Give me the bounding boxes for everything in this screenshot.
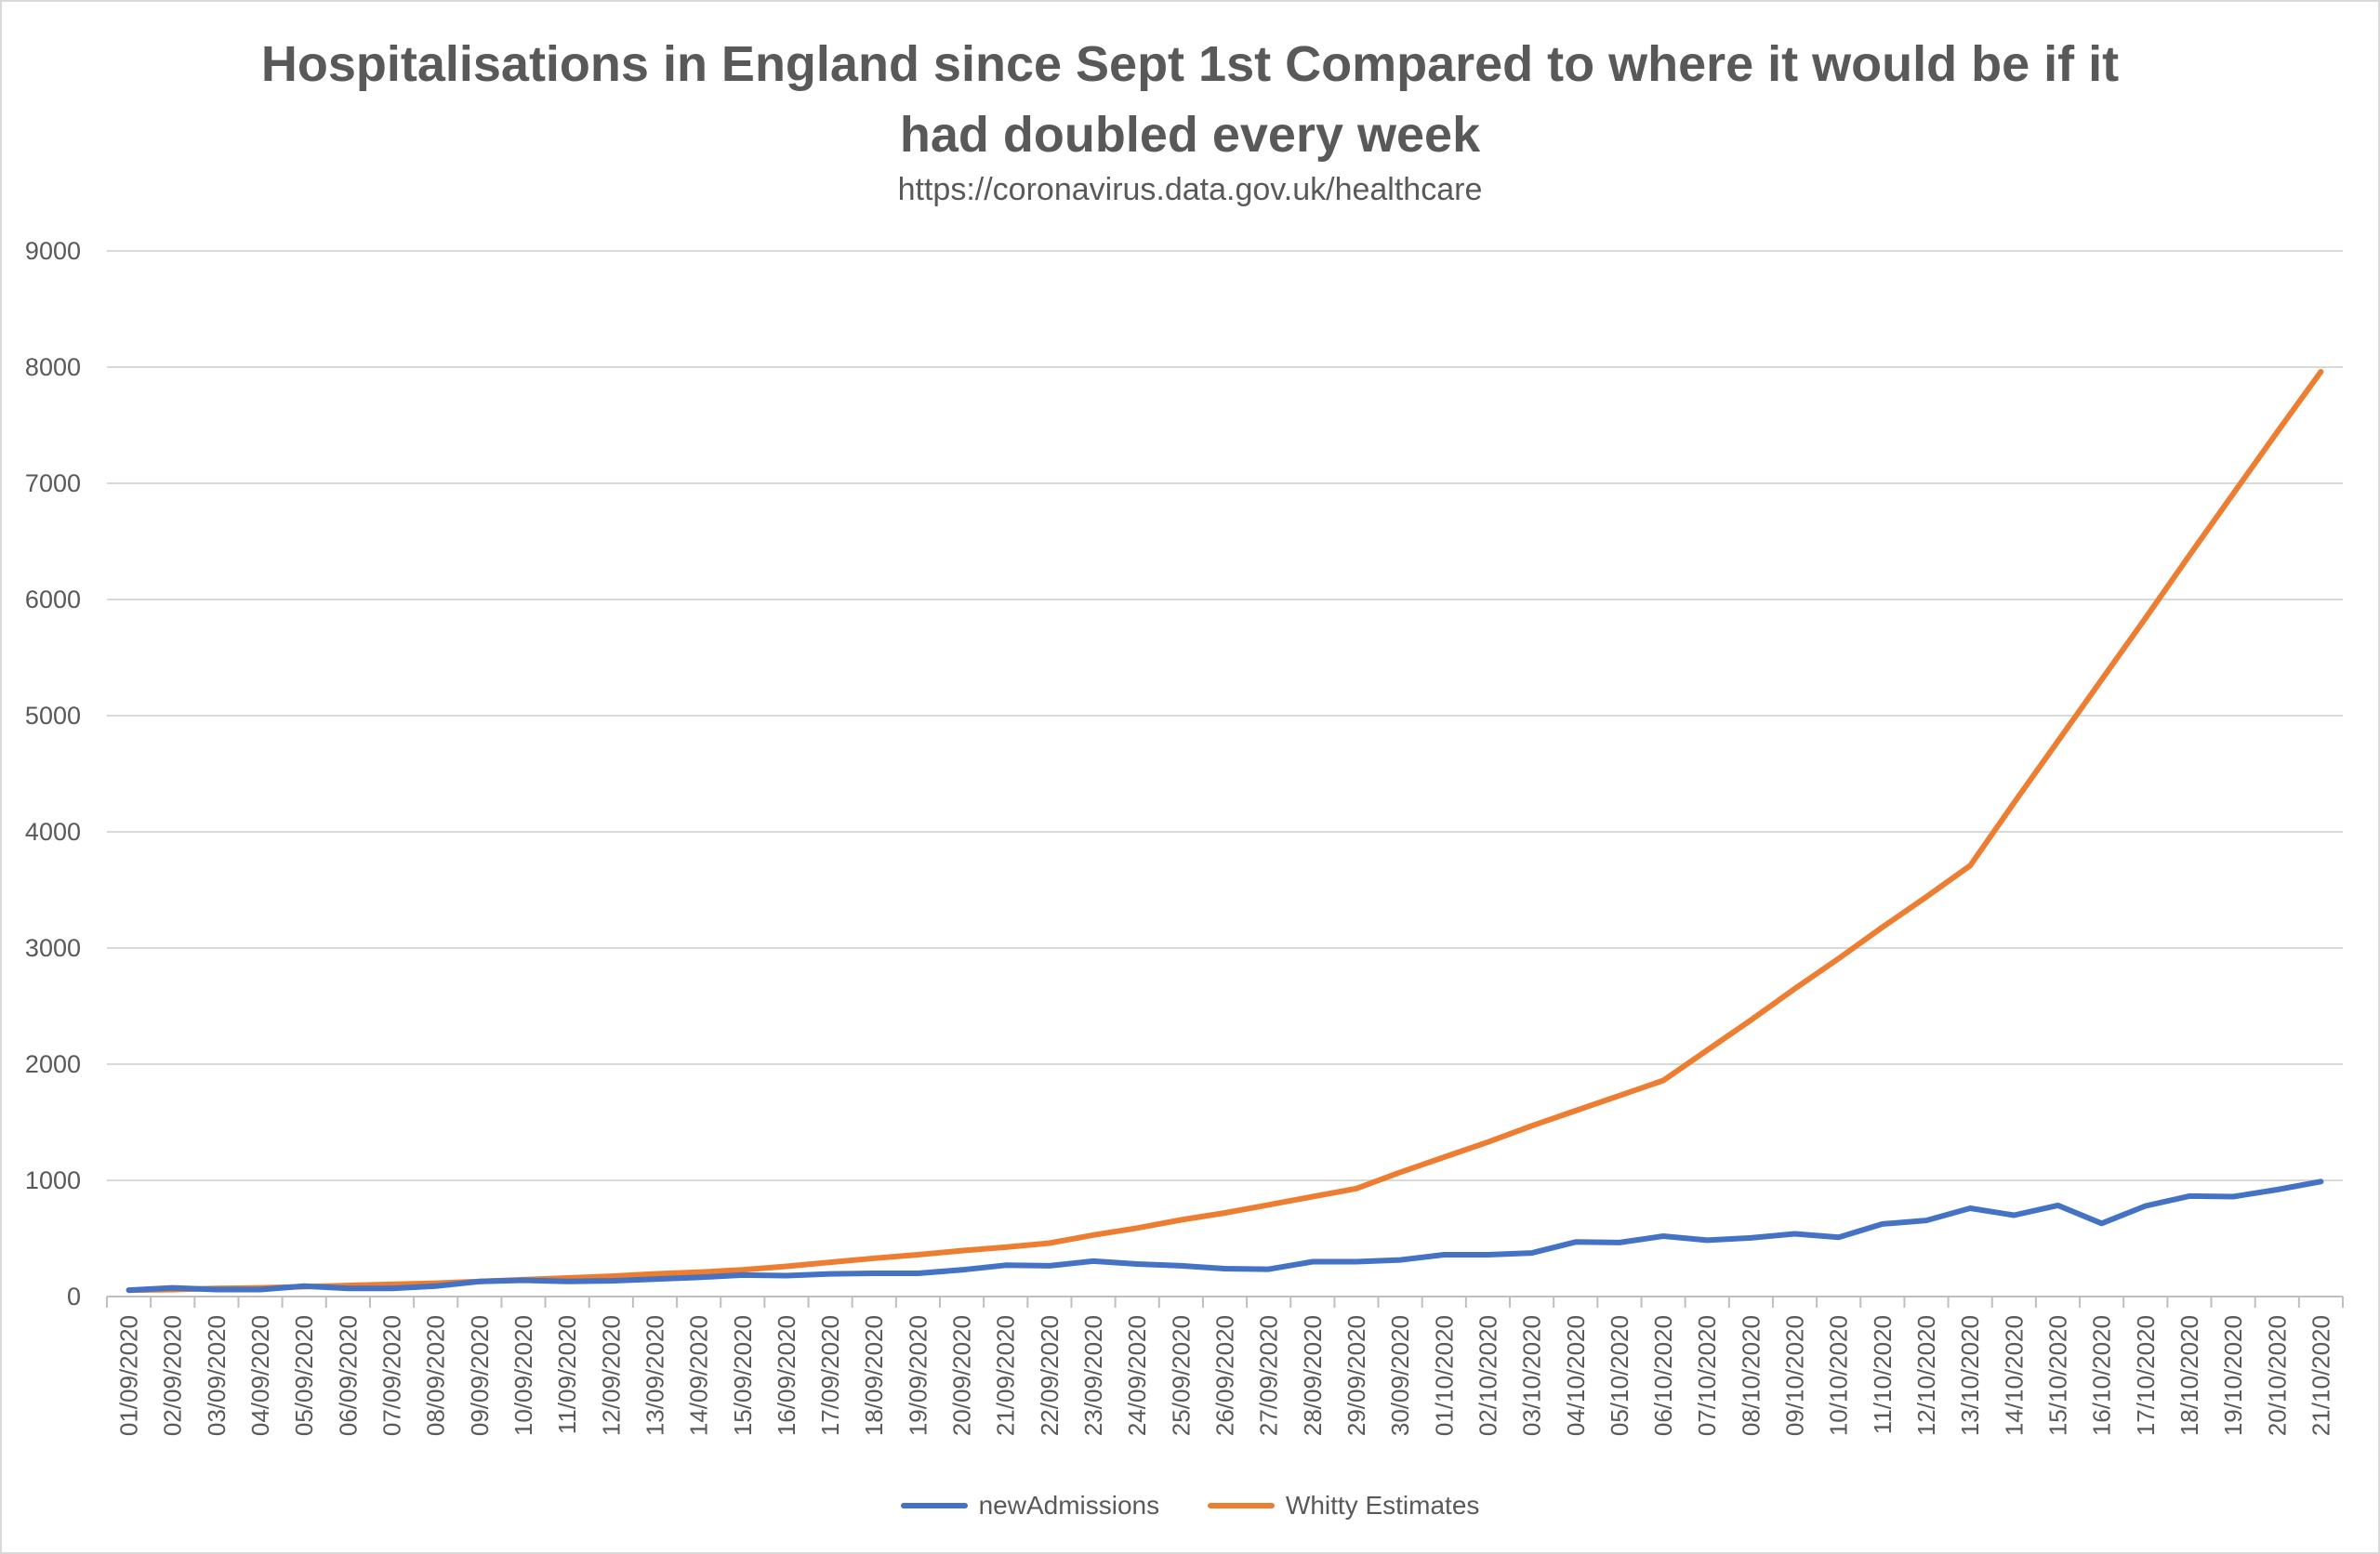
x-tick-label: 16/09/2020 [773,1315,800,1436]
x-tick-label: 10/09/2020 [509,1315,537,1436]
y-tick-label-6000: 6000 [25,586,81,613]
x-tick-label: 01/09/2020 [115,1315,143,1436]
y-tick-label-4000: 4000 [25,818,81,846]
x-tick-label: 17/10/2020 [2132,1315,2160,1436]
x-tick-label: 11/10/2020 [1869,1315,1897,1434]
chart-subtitle: https://coronavirus.data.gov.uk/healthca… [897,172,1483,207]
x-tick-label: 25/09/2020 [1167,1315,1195,1436]
x-tick-label: 22/09/2020 [1036,1315,1064,1436]
x-tick-label: 20/10/2020 [2263,1315,2291,1436]
x-tick-label: 14/09/2020 [685,1315,713,1436]
x-tick-label: 02/09/2020 [159,1315,187,1436]
x-tick-label: 05/10/2020 [1606,1315,1633,1436]
y-tick-label-5000: 5000 [25,702,81,730]
x-tick-label: 20/09/2020 [948,1315,976,1436]
legend-label-whitty-estimates: Whitty Estimates [1285,1491,1480,1520]
x-tick-label: 07/09/2020 [378,1315,406,1436]
x-tick-label: 12/10/2020 [1912,1315,1940,1436]
x-tick-label: 09/10/2020 [1781,1315,1809,1436]
x-tick-label: 23/09/2020 [1079,1315,1107,1436]
y-tick-label-7000: 7000 [25,469,81,497]
x-tick-label: 16/10/2020 [2088,1315,2116,1436]
series-line-newadmissions [126,1179,2324,1294]
x-tick-label: 18/10/2020 [2175,1315,2203,1436]
x-tick-label: 19/09/2020 [904,1315,932,1436]
x-tick-label: 14/10/2020 [2000,1315,2028,1436]
legend-swatch-whitty-estimates [1207,1503,1275,1508]
x-tick-label: 13/10/2020 [1956,1315,1984,1436]
x-tick-label: 24/09/2020 [1123,1315,1151,1436]
x-tick-label: 10/10/2020 [1825,1315,1853,1436]
x-tick-label: 03/10/2020 [1518,1315,1546,1436]
y-tick-label-9000: 9000 [25,237,81,265]
x-tick-label: 26/09/2020 [1211,1315,1239,1436]
x-tick-label: 04/09/2020 [246,1315,274,1436]
x-tick-label: 27/09/2020 [1255,1315,1283,1436]
y-tick-label-1000: 1000 [25,1166,81,1194]
x-tick-label: 05/09/2020 [290,1315,318,1436]
y-tick-label-3000: 3000 [25,934,81,962]
x-tick-label: 18/09/2020 [860,1315,888,1436]
x-tick-label: 28/09/2020 [1299,1315,1327,1436]
legend: newAdmissions Whitty Estimates [0,1485,2380,1521]
x-tick-label: 19/10/2020 [2219,1315,2247,1436]
x-tick-label: 08/09/2020 [422,1315,450,1436]
legend-item-newadmissions: newAdmissions [900,1491,1160,1521]
x-tick-label: 04/10/2020 [1562,1315,1590,1436]
x-tick-label: 17/09/2020 [816,1315,844,1436]
x-tick-label: 13/09/2020 [641,1315,668,1436]
x-tick-label: 09/09/2020 [466,1315,494,1436]
x-tick-label: 12/09/2020 [597,1315,625,1436]
x-tick-label: 21/10/2020 [2307,1315,2334,1436]
y-tick-label-0: 0 [67,1283,81,1310]
legend-item-whitty-estimates: Whitty Estimates [1207,1491,1480,1521]
chart-title-line-2: had doubled every week [899,107,1481,163]
x-tick-label: 08/10/2020 [1737,1315,1765,1436]
chart-title-line-1: Hospitalisations in England since Sept 1… [260,36,2120,92]
x-tick-label: 30/09/2020 [1386,1315,1414,1436]
x-tick-label: 15/09/2020 [729,1315,757,1436]
x-tick-label: 06/09/2020 [334,1315,362,1436]
x-tick-label: 03/09/2020 [203,1315,231,1436]
x-tick-label: 21/09/2020 [992,1315,1020,1436]
x-tick-label: 29/09/2020 [1342,1315,1370,1436]
x-tick-label: 11/09/2020 [553,1315,581,1434]
legend-swatch-newadmissions [900,1503,968,1508]
x-tick-label: 07/10/2020 [1693,1315,1721,1436]
x-tick-label: 01/10/2020 [1430,1315,1458,1436]
legend-label-newadmissions: newAdmissions [978,1491,1160,1520]
x-tick-label: 15/10/2020 [2043,1315,2071,1436]
x-tick-label: 06/10/2020 [1649,1315,1677,1436]
y-tick-label-2000: 2000 [25,1050,81,1078]
x-tick-label: 02/10/2020 [1474,1315,1501,1436]
y-tick-label-8000: 8000 [25,353,81,381]
